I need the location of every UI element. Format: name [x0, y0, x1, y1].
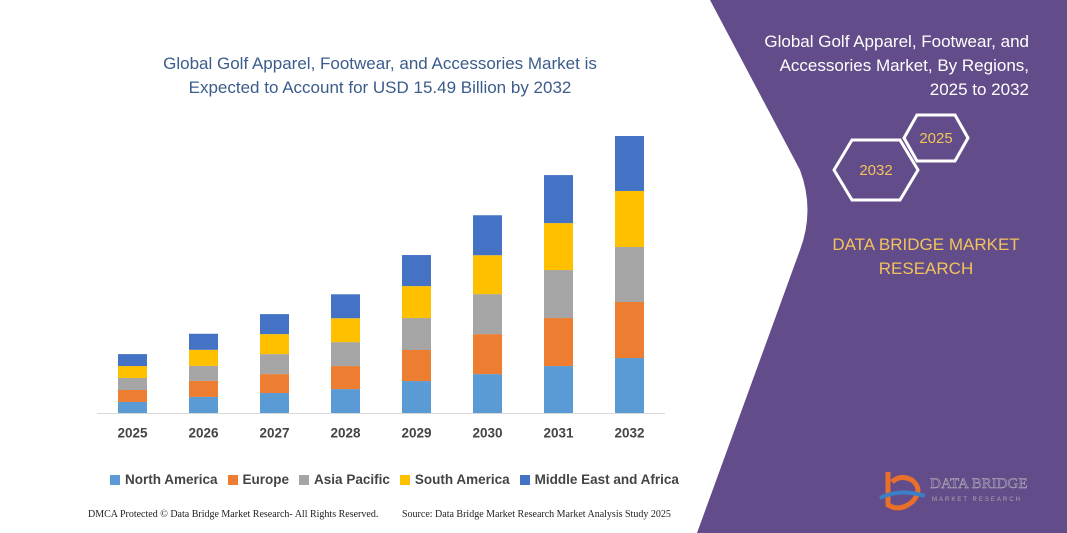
x-tick-label: 2025	[117, 426, 148, 441]
bar-segment	[402, 318, 431, 350]
bar-segment	[260, 393, 289, 413]
bar-segment	[189, 333, 218, 350]
title-line: Global Golf Apparel, Footwear, and Acces…	[163, 54, 597, 73]
copyright: DMCA Protected © Data Bridge Market Rese…	[88, 509, 379, 520]
logo-name: DATA BRIDGE	[930, 476, 1028, 492]
bar-segment	[118, 389, 147, 402]
bar-segment	[473, 374, 502, 413]
bar-segment	[118, 354, 147, 367]
x-tick-label: 2028	[330, 426, 361, 441]
legend-item: Europe	[227, 472, 290, 487]
legend-label: North America	[125, 472, 218, 487]
bar-segment	[189, 365, 218, 381]
source: Source: Data Bridge Market Research Mark…	[402, 509, 671, 520]
bar-segment	[544, 175, 573, 224]
x-tick-label: 2027	[259, 426, 289, 441]
logo-tagline: MARKET RESEARCH	[932, 497, 1022, 503]
bar-segment	[473, 255, 502, 295]
chart-title: Global Golf Apparel, Footwear, and Acces…	[90, 52, 670, 100]
legend: North America Europe Asia Pacific South Ame…	[110, 472, 679, 487]
brand-line: RESEARCH	[878, 259, 974, 278]
legend-label: Middle East and Africa	[534, 472, 679, 487]
legend-swatch	[110, 474, 120, 485]
bar-segment	[615, 358, 644, 413]
bar-segment	[544, 318, 573, 367]
bar-segment	[402, 381, 431, 413]
bar-segment	[118, 366, 147, 379]
hexagon	[902, 113, 970, 163]
x-tick-label: 2031	[543, 426, 574, 441]
bar-segment	[331, 342, 360, 367]
hex-label: 2032	[859, 162, 892, 179]
panel-title: Global Golf Apparel, Footwear, and Access…	[764, 30, 1029, 102]
x-tick-label: 2032	[614, 426, 644, 441]
bar-segment	[260, 354, 289, 375]
bar-segment	[118, 401, 147, 413]
bar-segment	[615, 136, 644, 191]
x-tick-label: 2030	[472, 426, 502, 441]
bar-segment	[118, 378, 147, 390]
logo-mark	[885, 472, 921, 511]
legend-item: Middle East and Africa	[519, 472, 679, 487]
bar-segment	[331, 318, 360, 343]
bar-segment	[331, 294, 360, 319]
bar-segment	[544, 366, 573, 413]
legend-label: South America	[414, 472, 510, 487]
bar-segment	[473, 215, 502, 256]
bar-segment	[473, 294, 502, 335]
logo-mark	[879, 490, 926, 500]
bar-segment	[189, 380, 218, 397]
legend-swatch	[519, 474, 530, 485]
bar-segment	[402, 349, 431, 382]
legend-swatch	[399, 474, 410, 485]
side-panel	[697, 0, 1067, 533]
bar-segment	[473, 334, 502, 375]
bar-segment	[260, 314, 289, 335]
legend-item: Asia Pacific	[299, 472, 390, 487]
bar-segment	[615, 190, 644, 248]
brand-line: DATA BRIDGE MARKET	[832, 235, 1020, 254]
title-line: Accessories Market, By Regions,	[779, 56, 1029, 75]
legend-label: Europe	[242, 472, 290, 487]
legend-item: North America	[110, 472, 218, 487]
bar-segment	[260, 374, 289, 394]
title-line: Expected to Account for USD 15.49 Billio…	[188, 78, 572, 97]
bar-segment	[331, 389, 360, 413]
bar-segment	[189, 396, 218, 413]
legend-label: Asia Pacific	[314, 472, 390, 487]
title-line: 2025 to 2032	[929, 80, 1029, 99]
legend-swatch	[227, 474, 238, 485]
bar-segment	[331, 366, 360, 390]
bar-segment	[615, 301, 644, 359]
bar-segment	[402, 286, 431, 319]
bar-segment	[544, 270, 573, 319]
title-line: Global Golf Apparel, Footwear, and	[764, 32, 1029, 51]
plot: 2025 2026 2027 2028 2029 2030 2031 2032	[97, 136, 665, 441]
hexagon	[832, 138, 920, 202]
legend-swatch	[299, 474, 310, 485]
brand: DATA BRIDGE MARKET RESEARCH	[790, 233, 1062, 281]
x-tick-label: 2029	[401, 426, 431, 441]
x-tick-label: 2026	[188, 426, 219, 441]
bar-segment	[544, 223, 573, 271]
legend-item: South America	[399, 472, 510, 487]
bar-segment	[189, 349, 218, 366]
bar-segment	[260, 334, 289, 355]
hex-label: 2025	[919, 130, 952, 147]
bar-segment	[615, 247, 644, 302]
bar-segment	[402, 255, 431, 287]
